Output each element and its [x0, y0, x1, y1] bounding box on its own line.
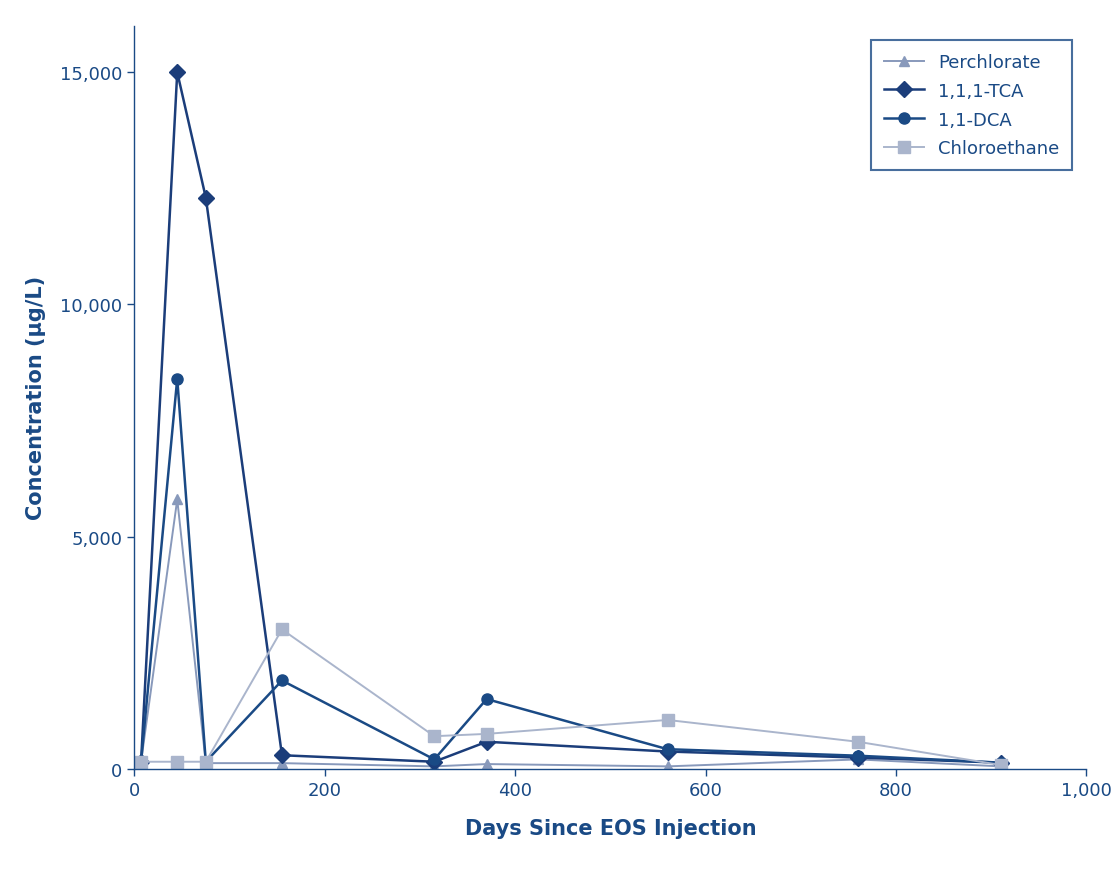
- Perchlorate: [134, 756, 148, 767]
- 1,1,1-TCA: [199, 193, 213, 204]
- Chloroethane: [851, 737, 865, 747]
- 1,1,1-TCA: [428, 756, 441, 767]
- Y-axis label: Concentration (μg/L): Concentration (μg/L): [27, 276, 46, 519]
- Chloroethane: [479, 729, 493, 739]
- Perchlorate: [851, 755, 865, 765]
- Chloroethane: [428, 731, 441, 742]
- Perchlorate: [199, 758, 213, 769]
- Perchlorate: [661, 761, 674, 772]
- Chloroethane: [276, 624, 289, 635]
- X-axis label: Days Since EOS Injection: Days Since EOS Injection: [465, 818, 756, 838]
- 1,1,1-TCA: [479, 737, 493, 747]
- 1,1,1-TCA: [134, 756, 148, 767]
- Perchlorate: [276, 758, 289, 769]
- 1,1-DCA: [199, 756, 213, 767]
- 1,1,1-TCA: [276, 750, 289, 761]
- Legend: Perchlorate, 1,1,1-TCA, 1,1-DCA, Chloroethane: Perchlorate, 1,1,1-TCA, 1,1-DCA, Chloroe…: [871, 41, 1072, 171]
- Line: Chloroethane: Chloroethane: [136, 624, 1006, 771]
- Perchlorate: [479, 759, 493, 770]
- 1,1-DCA: [428, 755, 441, 765]
- 1,1-DCA: [479, 694, 493, 704]
- Chloroethane: [134, 756, 148, 767]
- Chloroethane: [661, 715, 674, 726]
- 1,1-DCA: [134, 756, 148, 767]
- 1,1,1-TCA: [170, 68, 184, 79]
- 1,1-DCA: [993, 757, 1007, 768]
- 1,1-DCA: [851, 750, 865, 761]
- 1,1-DCA: [170, 374, 184, 384]
- 1,1,1-TCA: [661, 746, 674, 757]
- Chloroethane: [199, 756, 213, 767]
- Line: Perchlorate: Perchlorate: [137, 495, 1006, 772]
- Perchlorate: [993, 761, 1007, 772]
- 1,1,1-TCA: [851, 753, 865, 763]
- 1,1-DCA: [661, 744, 674, 755]
- Perchlorate: [170, 494, 184, 505]
- Chloroethane: [170, 756, 184, 767]
- 1,1-DCA: [276, 675, 289, 686]
- Line: 1,1-DCA: 1,1-DCA: [136, 374, 1006, 768]
- Line: 1,1,1-TCA: 1,1,1-TCA: [136, 68, 1006, 768]
- 1,1,1-TCA: [993, 757, 1007, 768]
- Perchlorate: [428, 761, 441, 772]
- Chloroethane: [993, 760, 1007, 771]
